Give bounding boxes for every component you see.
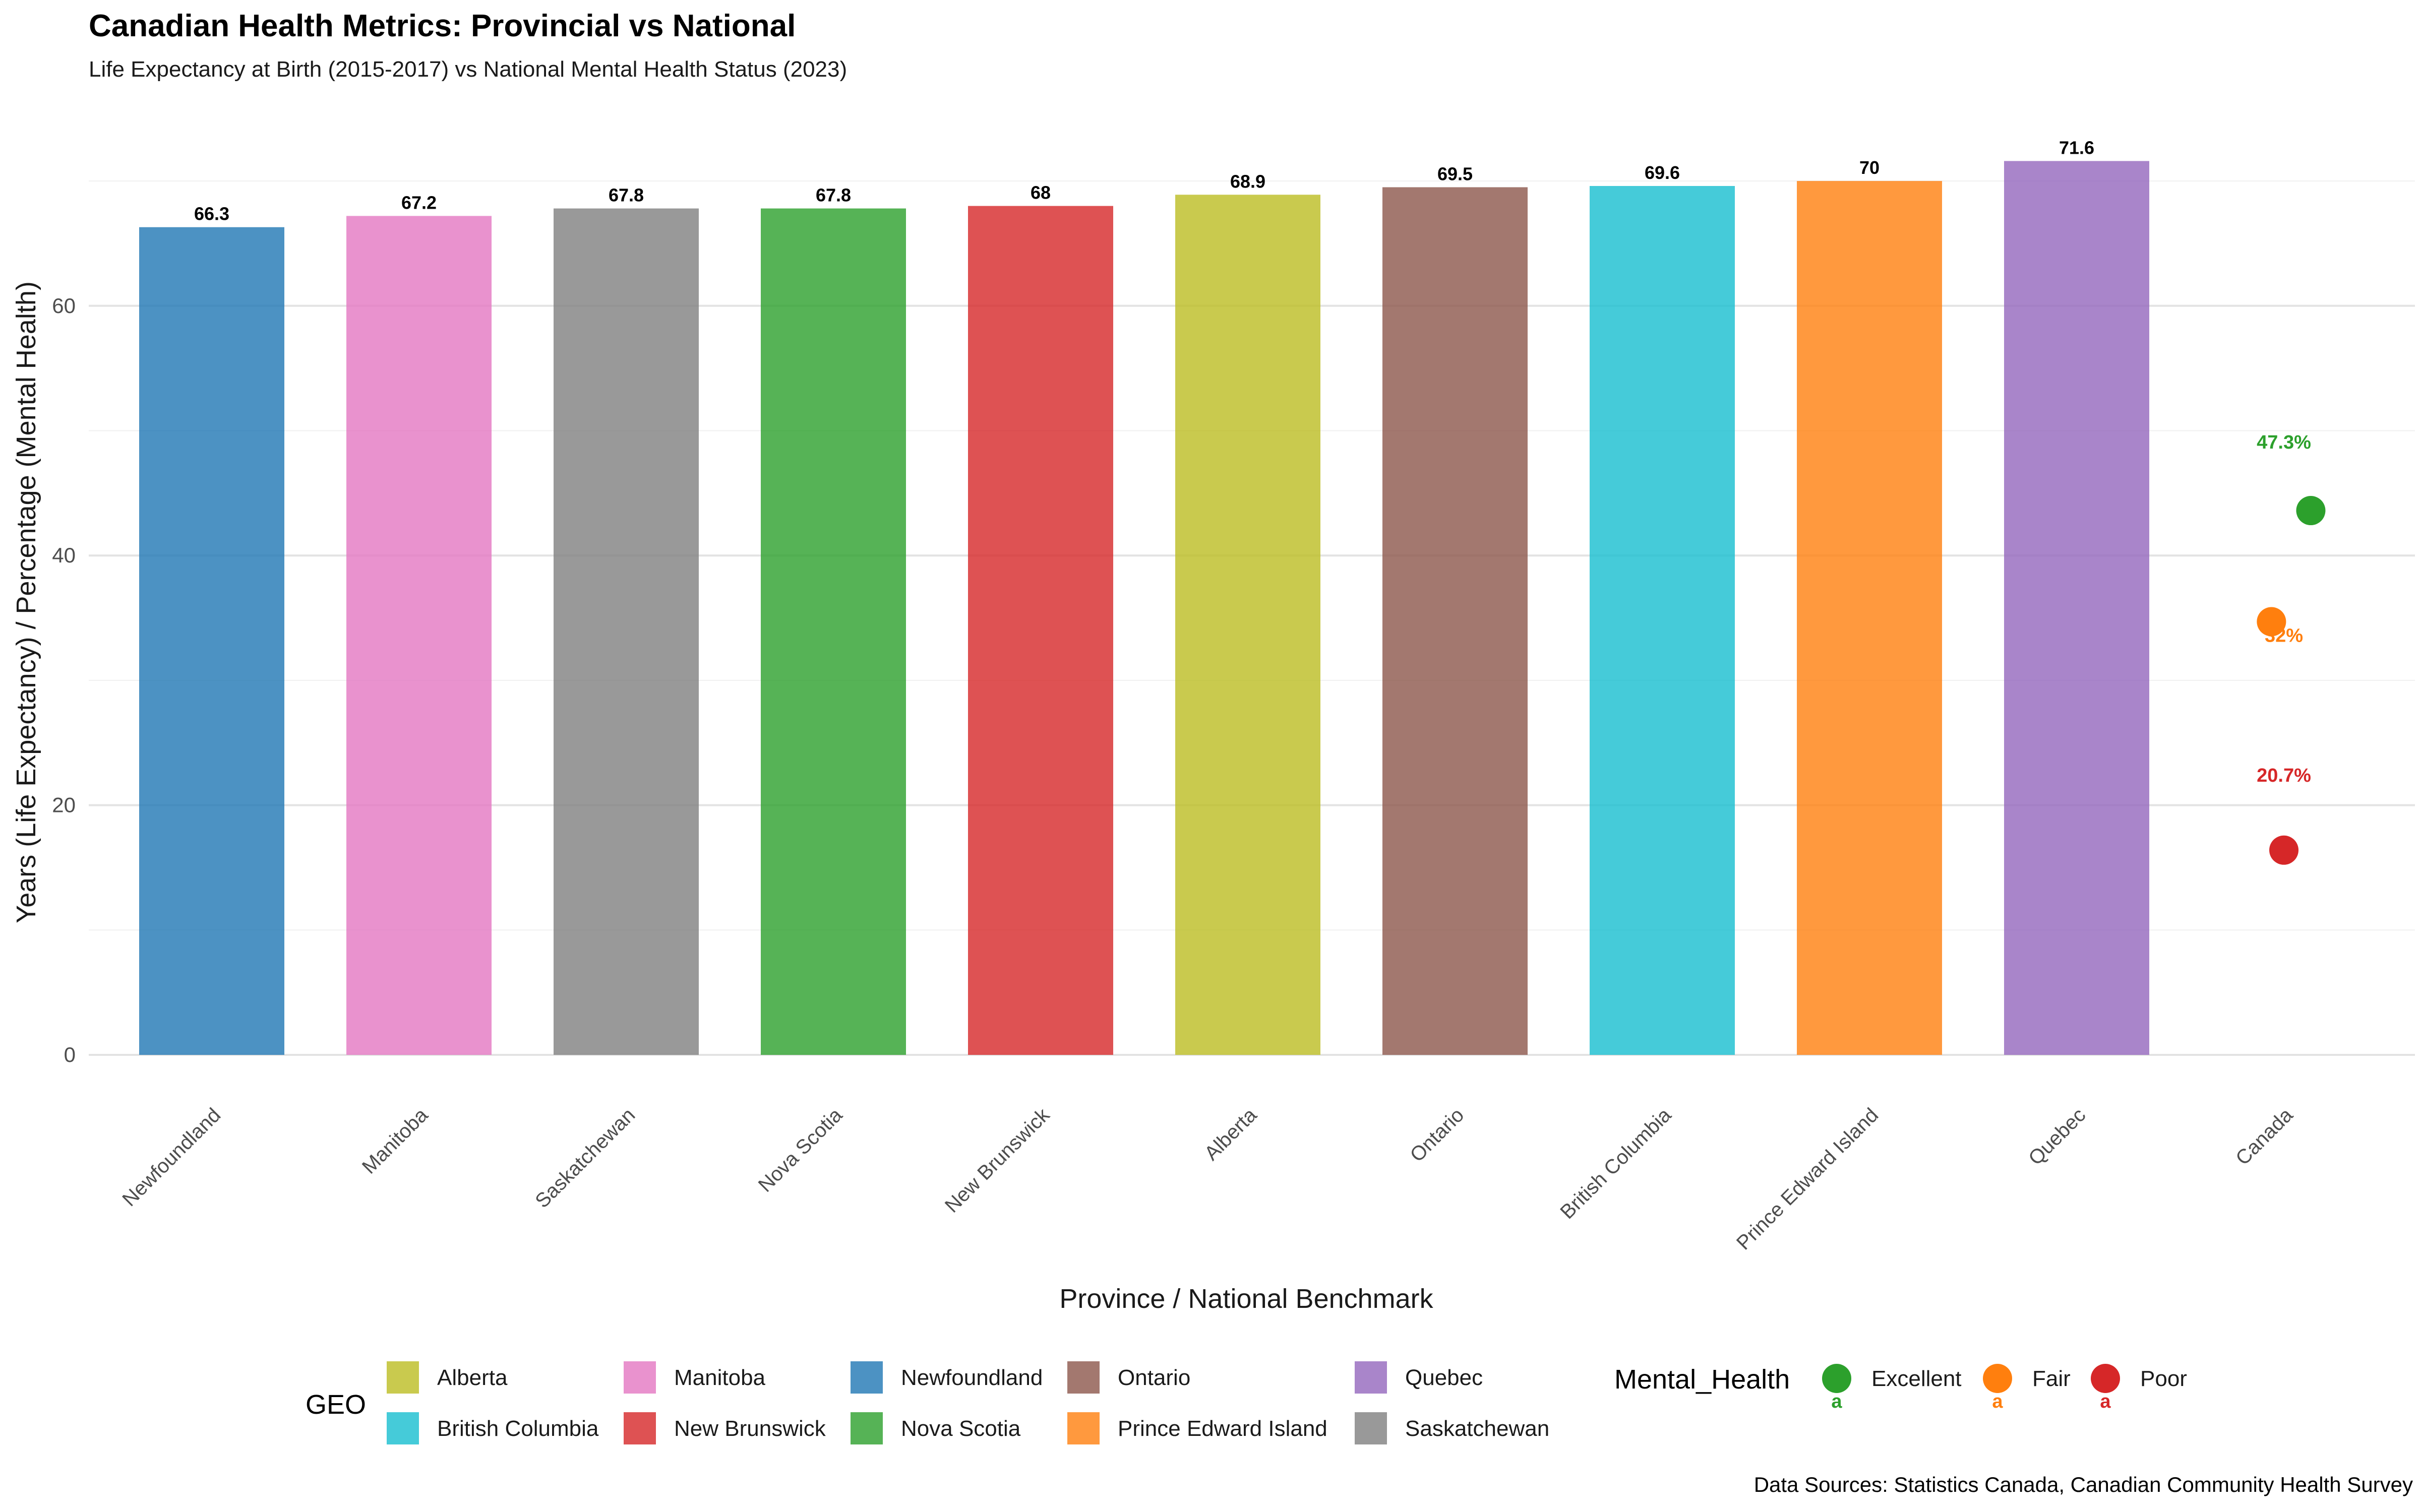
caption: Data Sources: Statistics Canada, Canadia… [1754, 1473, 2413, 1496]
x-tick-label: Quebec [2024, 1104, 2090, 1169]
legend-geo-label: Quebec [1405, 1365, 1483, 1390]
x-tick-label: Alberta [1200, 1104, 1261, 1165]
legend-mental-health: Mental_Health a Excellent a Fair a Poor [1614, 1364, 2187, 1412]
legend-geo-label: Manitoba [674, 1365, 766, 1390]
legend-mental-health-key [2091, 1364, 2120, 1393]
legend-mental-health-key [1983, 1364, 2012, 1393]
y-tick-label: 40 [52, 543, 76, 567]
bar [1590, 186, 1735, 1055]
x-tick-label: Saskatchewan [531, 1104, 639, 1212]
legend-mental-health-key-text: a [1831, 1391, 1842, 1412]
bar [968, 206, 1113, 1055]
legend-geo-label: Ontario [1118, 1365, 1190, 1390]
bar [1797, 181, 1942, 1055]
x-tick-label: Prince Edward Island [1732, 1104, 1883, 1254]
bar-value-label: 69.6 [1645, 162, 1680, 183]
legend-mental-health-key [1822, 1364, 1851, 1393]
chart-subtitle: Life Expectancy at Birth (2015-2017) vs … [89, 57, 847, 82]
mental-health-value-label: 20.7% [2257, 765, 2311, 786]
legend-mental-health-key-text: a [2100, 1391, 2111, 1412]
bar-value-label: 66.3 [194, 204, 229, 224]
legend-geo-label: Prince Edward Island [1118, 1416, 1327, 1441]
bar [1175, 195, 1320, 1055]
legend-mental-health-label: Poor [2140, 1366, 2187, 1391]
x-tick-label: Manitoba [358, 1104, 433, 1178]
y-tick-label: 0 [64, 1043, 76, 1066]
x-tick-label: New Brunswick [941, 1104, 1054, 1217]
chart-title: Canadian Health Metrics: Provincial vs N… [89, 9, 796, 43]
x-tick-label: Ontario [1406, 1104, 1468, 1166]
x-tick-label: Canada [2231, 1104, 2297, 1170]
bar [1382, 187, 1528, 1055]
y-axis-title: Years (Life Expectancy) / Percentage (Me… [11, 281, 41, 923]
x-tick-label: British Columbia [1556, 1104, 1676, 1224]
legend-geo-label: Saskatchewan [1405, 1416, 1549, 1441]
legend-geo: GEO Alberta British Columbia Manitoba New B… [306, 1361, 1549, 1444]
bar-value-label: 68.9 [1230, 171, 1265, 192]
legend-geo-key [387, 1412, 419, 1444]
legend-geo-label: Alberta [437, 1365, 508, 1390]
legend-mental-health-key-text: a [1992, 1391, 2003, 1412]
x-tick-label: Nova Scotia [754, 1104, 847, 1196]
y-tick-label: 60 [52, 294, 76, 318]
bar-value-label: 68 [1031, 182, 1051, 203]
bar-value-labels: 66.3 67.2 67.8 67.8 68 68.9 69.5 69.6 70 71.6 [194, 137, 2094, 224]
bars [139, 161, 2149, 1055]
mental-health-value-label: 47.3% [2257, 432, 2311, 453]
legend-geo-key [1355, 1361, 1387, 1394]
points: 47.3% 32% 20.7% [2257, 432, 2326, 865]
bar [139, 227, 284, 1055]
mental-health-point [2269, 835, 2298, 865]
legend-mental-health-title: Mental_Health [1614, 1364, 1790, 1395]
legend-geo-key [624, 1412, 656, 1444]
legend-geo-key [624, 1361, 656, 1394]
x-tick-label: Newfoundland [118, 1104, 225, 1211]
bar-value-label: 67.8 [816, 185, 851, 206]
legend-mental-health-label: Excellent [1871, 1366, 1962, 1391]
y-tick-label: 20 [52, 793, 76, 817]
legend-geo-key [1355, 1412, 1387, 1444]
x-axis-title: Province / National Benchmark [1059, 1284, 1433, 1314]
mental-health-point [2296, 496, 2326, 526]
legend-geo-label: British Columbia [437, 1416, 599, 1441]
bar-value-label: 67.2 [401, 192, 437, 213]
legend-geo-key [387, 1361, 419, 1394]
legend-geo-label: Newfoundland [901, 1365, 1043, 1390]
mental-health-value-label: 32% [2265, 625, 2303, 647]
legend-geo-key [1067, 1412, 1100, 1444]
bar-value-label: 70 [1859, 157, 1880, 178]
legend-geo-label: Nova Scotia [901, 1416, 1021, 1441]
bar [346, 216, 492, 1055]
y-axis-ticks: 0 20 40 60 [52, 294, 76, 1066]
legend-mental-health-label: Fair [2032, 1366, 2071, 1391]
legend-geo-key [1067, 1361, 1100, 1394]
legend-geo-key [851, 1412, 883, 1444]
legend-geo-label: New Brunswick [674, 1416, 826, 1441]
mental-health-point [2257, 607, 2286, 637]
bar-value-label: 69.5 [1437, 163, 1473, 184]
bar [2004, 161, 2149, 1055]
x-axis-ticks: Newfoundland Manitoba Saskatchewan Nova Sco… [118, 1104, 2297, 1254]
bar-value-label: 71.6 [2059, 137, 2094, 158]
bar-value-label: 67.8 [609, 185, 644, 206]
bar [761, 208, 906, 1055]
legend-geo-key [851, 1361, 883, 1394]
bar [554, 208, 699, 1055]
legend-geo-title: GEO [306, 1390, 366, 1420]
